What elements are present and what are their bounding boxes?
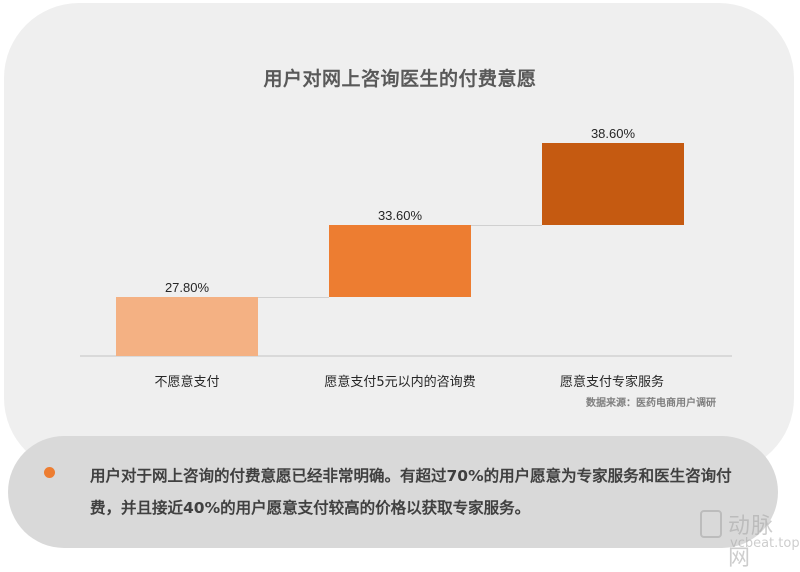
data-source: 数据来源：医药电商用户调研 (586, 398, 716, 409)
bar-value-label: 38.60% (590, 126, 636, 141)
category-label: 不愿意支付 (154, 375, 220, 390)
watermark-en: vcbeat.top (730, 536, 800, 551)
bar (329, 225, 471, 297)
logo-icon (700, 510, 722, 538)
bar (116, 297, 258, 356)
connector-line-2 (470, 225, 542, 226)
plot-area: 27.80% 33.60% 38.60% 不愿意支付 愿意支付5元以内的咨询费 愿意… (80, 126, 732, 409)
bar-value-label: 33.60% (377, 208, 423, 223)
connector-line-1 (258, 297, 329, 298)
summary-box (8, 436, 778, 548)
summary-text: 用户对于网上咨询的付费意愿已经非常明确。有超过70%的用户愿意为专家服务和医生咨… (90, 467, 732, 517)
chart-title: 用户对网上咨询医生的付费意愿 (263, 68, 537, 90)
category-label: 愿意支付5元以内的咨询费 (324, 375, 476, 390)
bullet-icon (44, 467, 55, 478)
category-label: 愿意支付专家服务 (559, 375, 664, 390)
watermark: 动脉网 vcbeat.top (700, 508, 800, 571)
bar-value-label: 27.80% (164, 280, 210, 295)
bar (542, 143, 684, 225)
x-axis-line (80, 355, 732, 357)
